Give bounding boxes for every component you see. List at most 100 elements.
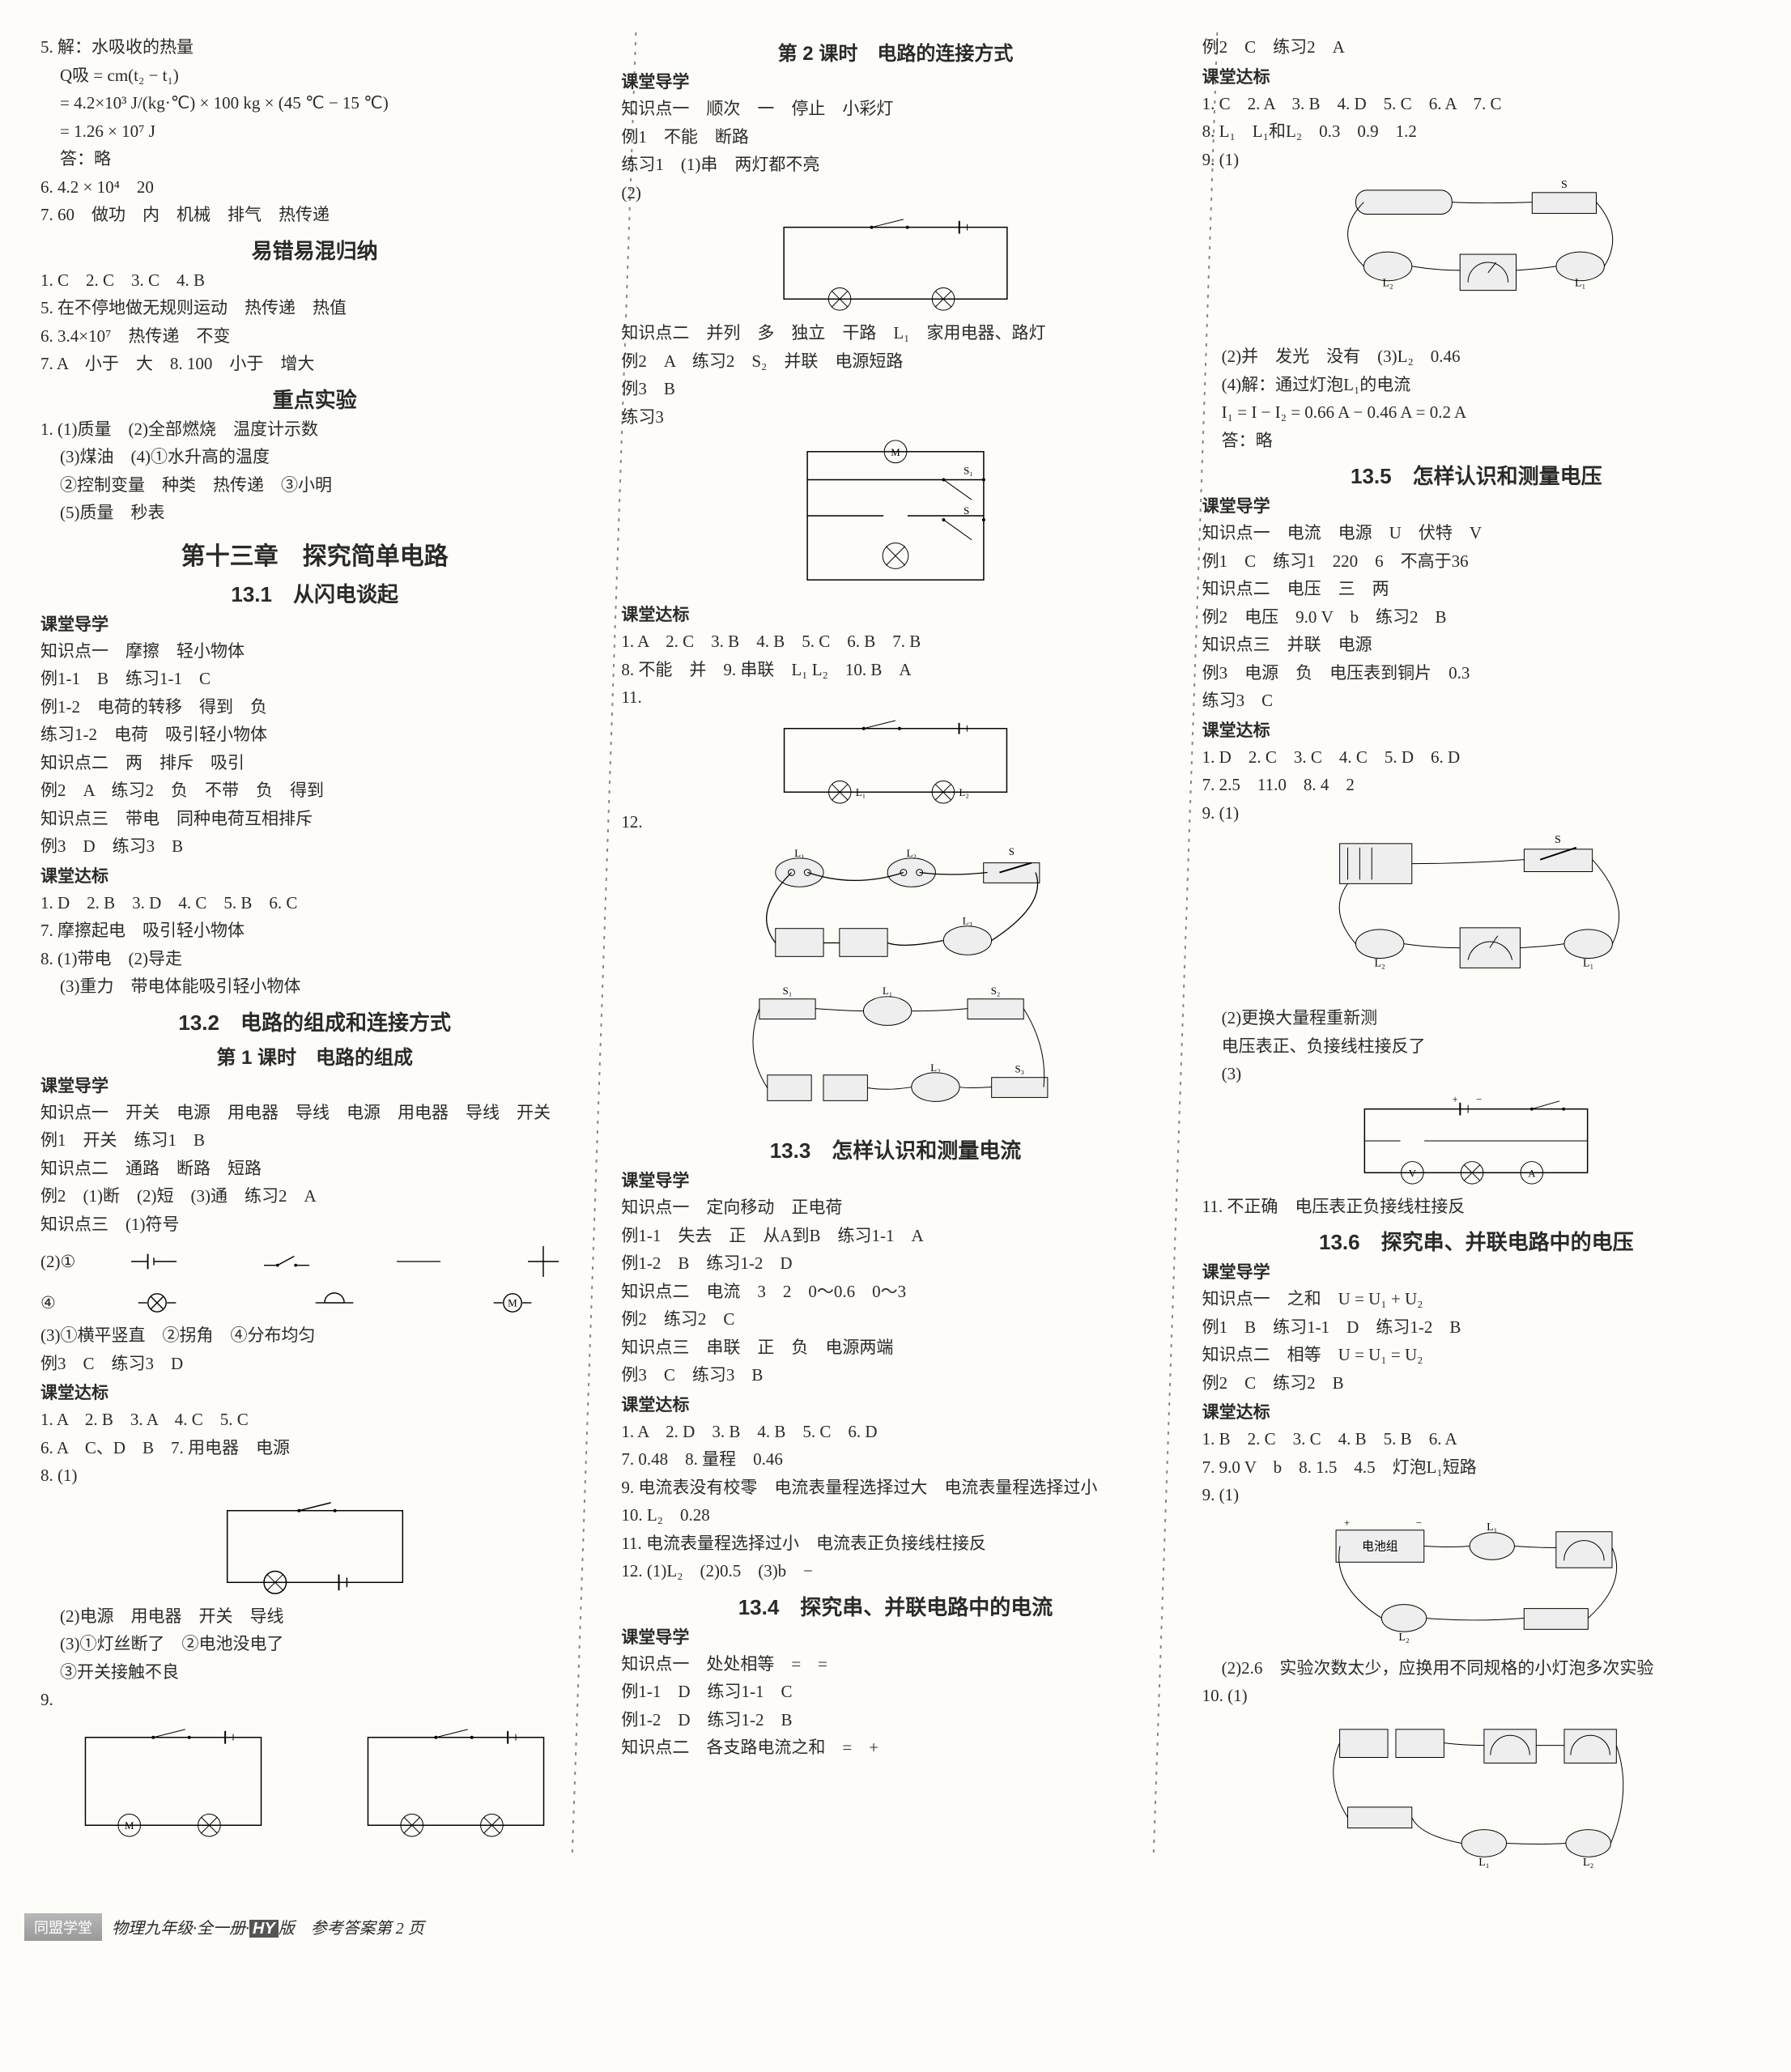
page-footer: 同盟学堂 物理九年级·全一册·HY版 参考答案第 2 页 bbox=[24, 1913, 1767, 1941]
text-line: 答：略 bbox=[1202, 428, 1751, 454]
svg-text:L₁: L₁ bbox=[1575, 277, 1585, 289]
text-line: 知识点二 两 排斥 吸引 bbox=[40, 751, 589, 776]
text-line: 11. bbox=[621, 685, 1169, 711]
footer-text-b: 版 参考答案第 2 页 bbox=[279, 1920, 424, 1938]
subsection-heading: 第 1 课时 电路的组成 bbox=[40, 1041, 589, 1070]
text-line: (2)并 发光 没有 (3)L₂ 0.46 bbox=[1202, 344, 1751, 370]
svg-text:V: V bbox=[1409, 1168, 1417, 1179]
section-heading: 13.4 探究串、并联电路中的电流 bbox=[621, 1591, 1169, 1621]
svg-text:S: S bbox=[1009, 846, 1015, 857]
subsection-heading: 课堂达标 bbox=[1202, 717, 1751, 742]
text-line: 11. 电流表量程选择过小 电流表正负接线柱接反 bbox=[621, 1531, 1169, 1557]
text-line: ②控制变量 种类 热传递 ③小明 bbox=[40, 473, 589, 499]
svg-text:S₃: S₃ bbox=[1015, 1064, 1024, 1075]
text-line: (3)重力 带电体能吸引轻小物体 bbox=[40, 974, 589, 1000]
text-line: 知识点二 电流 3 2 0～0.6 0～3 bbox=[621, 1279, 1169, 1305]
circuit-diagram bbox=[210, 1494, 420, 1599]
svg-text:L₂: L₂ bbox=[1399, 1631, 1410, 1643]
text-line: 例1 C 练习1 220 6 不高于36 bbox=[1202, 549, 1751, 575]
svg-text:L₂: L₂ bbox=[1375, 956, 1385, 968]
text-line: 知识点一 之和 U = U₁ + U₂ bbox=[1202, 1287, 1751, 1313]
text-line: (2) bbox=[621, 181, 1169, 206]
text-line: 9. (1) bbox=[1202, 801, 1751, 827]
text-line: 5. 解：水吸收的热量 bbox=[40, 35, 589, 61]
subsection-heading: 课堂达标 bbox=[1202, 64, 1751, 88]
text-line: 知识点二 相等 U = U₁ = U₂ bbox=[1202, 1342, 1751, 1368]
subsection-heading: 课堂导学 bbox=[40, 1073, 589, 1097]
text-line: 1. A 2. C 3. B 4. B 5. C 6. B 7. B bbox=[621, 629, 1169, 655]
text-line: 8. 不能 并 9. 串联 L₁ L₂ 10. B A bbox=[621, 657, 1169, 683]
text-line: (3)①灯丝断了 ②电池没电了 bbox=[40, 1632, 589, 1657]
text-line: 知识点一 处处相等 = = bbox=[621, 1652, 1169, 1678]
text-line: 例3 电源 负 电压表到铜片 0.3 bbox=[1202, 661, 1751, 687]
svg-text:L₂: L₂ bbox=[959, 787, 969, 798]
circuit-symbols-row: ④ M bbox=[40, 1286, 589, 1320]
chapter-heading: 第十三章 探究简单电路 bbox=[40, 536, 589, 572]
symbol-label: ④ bbox=[40, 1293, 56, 1313]
text-line: 例3 B bbox=[621, 377, 1169, 402]
text-line: 6. A C、D B 7. 用电器 电源 bbox=[40, 1436, 589, 1461]
circuit-diagram: L₁ L₂ bbox=[766, 716, 1025, 805]
text-line: Q吸 = cm(t₂ − t₁) bbox=[40, 63, 589, 89]
circuit-diagram bbox=[355, 1721, 557, 1842]
text-line: 例3 D 练习3 B bbox=[40, 834, 589, 860]
text-line: 例2 C 练习2 A bbox=[1202, 35, 1751, 61]
text-line: 8. (1)带电 (2)导走 bbox=[40, 947, 589, 972]
text-line: 例1-2 D 练习1-2 B bbox=[621, 1708, 1169, 1734]
battery-symbol-icon bbox=[130, 1249, 178, 1274]
subsection-heading: 课堂导学 bbox=[40, 611, 589, 636]
text-line: 例1 开关 练习1 B bbox=[40, 1128, 589, 1154]
text-line: 6. 4.2 × 10⁴ 20 bbox=[40, 175, 589, 201]
column-1: 5. 解：水吸收的热量 Q吸 = cm(t₂ − t₁) = 4.2×10³ J… bbox=[24, 32, 605, 1889]
svg-text:S₂: S₂ bbox=[991, 985, 1001, 997]
svg-text:L₁: L₁ bbox=[834, 313, 844, 316]
text-line: 7. 60 做功 内 机械 排气 热传递 bbox=[40, 202, 589, 228]
svg-text:L₂: L₂ bbox=[930, 1062, 940, 1074]
circuit-diagram: +− V A bbox=[1346, 1092, 1606, 1189]
svg-text:L₁: L₁ bbox=[1583, 956, 1593, 968]
text-line: (2)更换大量程重新测 bbox=[1202, 1006, 1751, 1032]
section-heading: 13.2 电路的组成和连接方式 bbox=[40, 1006, 589, 1036]
subsection-heading: 课堂导学 bbox=[621, 69, 1169, 93]
text-line: = 1.26 × 10⁷ J bbox=[40, 119, 589, 145]
text-line: = 4.2×10³ J/(kg·℃) × 100 kg × (45 ℃ − 15… bbox=[40, 91, 589, 117]
text-line: 知识点一 摩擦 轻小物体 bbox=[40, 639, 589, 665]
svg-text:S₁: S₁ bbox=[964, 466, 973, 477]
series-circuit-diagram: L₁ L₂ bbox=[766, 211, 1025, 316]
text-line: 12. bbox=[621, 810, 1169, 836]
text-line: 知识点一 开关 电源 用电器 导线 电源 用电器 导线 开关 bbox=[40, 1100, 589, 1126]
text-line: 7. 0.48 8. 量程 0.46 bbox=[621, 1447, 1169, 1473]
text-line: 练习3 C bbox=[1202, 688, 1751, 714]
subsection-heading: 课堂导学 bbox=[621, 1624, 1169, 1649]
text-line: 例2 C 练习2 B bbox=[1202, 1371, 1751, 1397]
subsection-heading: 课堂达标 bbox=[621, 602, 1169, 626]
answer-page: 5. 解：水吸收的热量 Q吸 = cm(t₂ − t₁) = 4.2×10³ J… bbox=[24, 32, 1767, 1889]
svg-text:S: S bbox=[1555, 833, 1561, 845]
svg-text:L₁: L₁ bbox=[1487, 1520, 1497, 1532]
text-line: 答：略 bbox=[40, 147, 589, 172]
svg-text:L₂: L₂ bbox=[1383, 277, 1393, 289]
physical-circuit-diagram: L₁ L₂ S L₃ bbox=[725, 840, 1066, 977]
text-line: 例3 C 练习3 D bbox=[40, 1351, 589, 1377]
svg-text:L₂: L₂ bbox=[907, 848, 917, 859]
text-line: 8. L₁ L₁和L₂ 0.3 0.9 1.2 bbox=[1202, 119, 1751, 145]
section-heading: 重点实验 bbox=[40, 384, 589, 414]
text-line: 知识点三 并联 电源 bbox=[1202, 632, 1751, 658]
diagram-pair: M bbox=[40, 1716, 589, 1847]
subsection-heading: 课堂导学 bbox=[1202, 1259, 1751, 1283]
text-line: 例3 C 练习3 B bbox=[621, 1363, 1169, 1389]
section-heading: 13.5 怎样认识和测量电压 bbox=[1202, 460, 1751, 490]
text-line: 知识点二 通路 断路 短路 bbox=[40, 1156, 589, 1182]
text-line: 知识点三 (1)符号 bbox=[40, 1212, 589, 1238]
svg-text:+: + bbox=[1453, 1093, 1458, 1104]
text-line: 知识点一 定向移动 正电荷 bbox=[621, 1195, 1169, 1221]
section-heading: 13.6 探究串、并联电路中的电压 bbox=[1202, 1226, 1751, 1256]
text-line: 例1 B 练习1-1 D 练习1-2 B bbox=[1202, 1315, 1751, 1341]
text-line: I₁ = I − I₂ = 0.66 A − 0.46 A = 0.2 A bbox=[1202, 400, 1751, 426]
text-line: 1. C 2. A 3. B 4. D 5. C 6. A 7. C bbox=[1202, 91, 1751, 117]
svg-text:S: S bbox=[1561, 178, 1568, 190]
column-3: 例2 C 练习2 A 课堂达标 1. C 2. A 3. B 4. D 5. C… bbox=[1186, 32, 1767, 1889]
subsection-heading: 课堂导学 bbox=[1202, 493, 1751, 517]
text-line: 知识点二 并列 多 独立 干路 L₁ 家用电器、路灯 bbox=[621, 321, 1169, 347]
section-heading: 13.3 怎样认识和测量电流 bbox=[621, 1134, 1169, 1164]
